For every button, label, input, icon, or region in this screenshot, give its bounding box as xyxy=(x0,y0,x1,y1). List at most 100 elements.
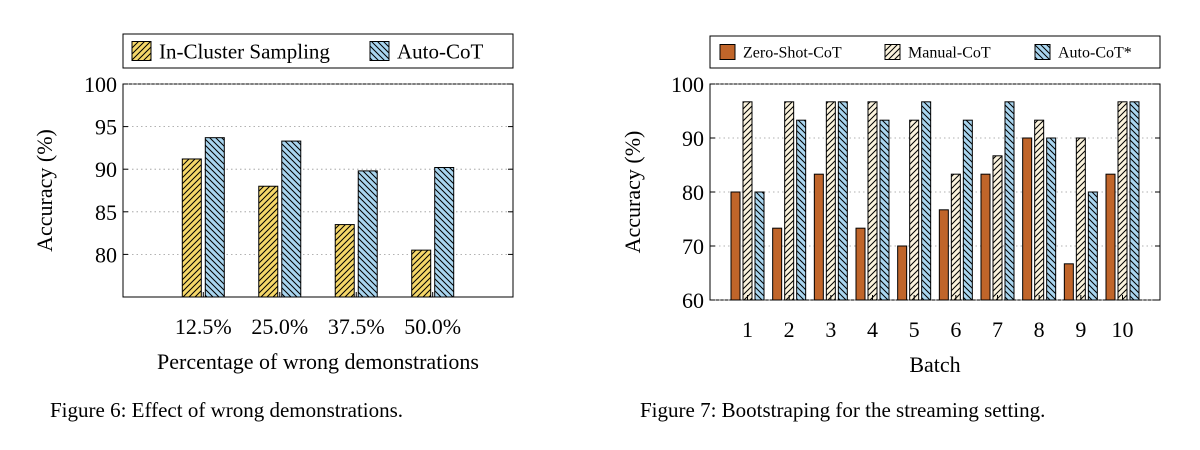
bar-auto-cot-4-outline xyxy=(879,119,890,301)
x-tick-label-9: 9 xyxy=(1075,317,1086,342)
bar-zero-shot-cot-7-outline xyxy=(980,173,991,301)
bar-in-cluster-sampling-12-5-outline xyxy=(181,158,202,298)
bar-auto-cot-1-outline xyxy=(754,191,765,301)
bar-auto-cot-37-5-hatch xyxy=(358,170,378,297)
bar-manual-cot-5-hatch xyxy=(909,120,919,301)
bar-auto-cot-10-hatch xyxy=(1130,101,1139,300)
figure-7-caption: Figure 7: Bootstraping for the streaming… xyxy=(640,398,1046,422)
x-axis-label: Batch xyxy=(909,352,960,377)
y-tick-label-70: 70 xyxy=(682,234,704,259)
x-tick-label-8: 8 xyxy=(1034,317,1045,342)
bar-auto-cot-8-hatch xyxy=(1046,138,1056,300)
bar-manual-cot-3-hatch xyxy=(826,101,836,300)
figure-6-caption: Figure 6: Effect of wrong demonstrations… xyxy=(50,398,404,422)
bar-zero-shot-cot-10-outline xyxy=(1105,173,1116,301)
bar-zero-shot-cot-2-outline xyxy=(772,227,783,301)
legend-swatch-zero-shot-cot-outline xyxy=(719,44,736,60)
bar-manual-cot-8-hatch xyxy=(1034,120,1044,301)
axes-box xyxy=(122,83,514,298)
bar-auto-cot-4-hatch xyxy=(880,120,889,301)
bar-auto-cot-10-outline xyxy=(1129,101,1140,301)
x-tick-label-1: 1 xyxy=(742,317,753,342)
x-tick-label-2: 2 xyxy=(784,317,795,342)
y-axis-label: Accuracy (%) xyxy=(32,129,57,252)
bar-auto-cot-9-hatch xyxy=(1088,192,1098,300)
y-tick-label-60: 60 xyxy=(682,288,704,313)
x-tick-label-10: 10 xyxy=(1112,317,1134,342)
bar-manual-cot-6-hatch xyxy=(951,174,961,300)
x-tick-label-25-0: 25.0% xyxy=(251,314,308,339)
legend-swatch-manual-cot-outline xyxy=(884,44,901,60)
legend-label-manual-cot: Manual-CoT xyxy=(908,45,991,62)
bar-manual-cot-4-hatch xyxy=(868,101,877,300)
bar-zero-shot-cot-4-fill xyxy=(856,228,865,300)
bar-zero-shot-cot-3-outline xyxy=(813,173,824,301)
bar-in-cluster-sampling-50-0-outline xyxy=(411,249,432,298)
bar-manual-cot-1-hatch xyxy=(743,101,752,300)
chart-streaming-bootstrap: 60 70 80 90 100 1 2 3 4 5 6 7 8 9 10 Batch Accuracy (%) Z… xyxy=(620,35,1161,377)
legend-box xyxy=(709,35,1161,69)
bar-manual-cot-10-hatch xyxy=(1118,101,1127,300)
bar-auto-cot-50-0-outline xyxy=(434,166,455,298)
y-tick-label-100: 100 xyxy=(84,72,117,97)
legend: In-Cluster Sampling Auto-CoT xyxy=(122,33,514,69)
bar-zero-shot-cot-8-outline xyxy=(1022,137,1033,301)
bar-auto-cot-7-hatch xyxy=(1005,101,1014,300)
bar-in-cluster-sampling-37-5-outline xyxy=(334,224,355,298)
bar-auto-cot-12-5-hatch xyxy=(205,137,225,297)
y-axis-label: Accuracy (%) xyxy=(620,131,645,254)
bar-auto-cot-1-hatch xyxy=(755,192,764,300)
bar-auto-cot-25-0-outline xyxy=(281,140,302,298)
legend-label-in-cluster-sampling: In-Cluster Sampling xyxy=(159,39,330,63)
x-tick-label-3: 3 xyxy=(825,317,836,342)
legend-box xyxy=(122,33,514,69)
y-tick-label-95: 95 xyxy=(95,115,117,140)
legend-label-auto-cot: Auto-CoT xyxy=(397,39,484,63)
bar-auto-cot-9-outline xyxy=(1087,191,1098,301)
legend-swatch-manual-cot-hatch xyxy=(885,44,900,60)
bar-auto-cot-3-outline xyxy=(837,101,848,301)
bar-zero-shot-cot-7-fill xyxy=(981,174,990,300)
x-tick-label-7: 7 xyxy=(992,317,1003,342)
legend-label-zero-shot-cot: Zero-Shot-CoT xyxy=(743,45,842,62)
y-tick-label-100: 100 xyxy=(671,72,704,97)
legend-swatch-auto-cot-hatch xyxy=(1035,44,1050,60)
bar-zero-shot-cot-5-fill xyxy=(897,246,907,300)
legend-swatch-auto-cot-outline xyxy=(1034,44,1051,60)
bar-auto-cot-6-hatch xyxy=(963,120,973,301)
bar-auto-cot-5-outline xyxy=(921,101,932,301)
legend-label-auto-cot: Auto-CoT* xyxy=(1058,45,1132,62)
bar-zero-shot-cot-8-fill xyxy=(1022,138,1032,300)
legend-swatch-in-cluster-sampling-outline xyxy=(131,41,152,61)
x-tick-label-50-0: 50.0% xyxy=(404,314,461,339)
bar-in-cluster-sampling-50-0-hatch xyxy=(411,250,431,297)
x-tick-label-6: 6 xyxy=(950,317,961,342)
bar-zero-shot-cot-1-outline xyxy=(730,191,741,301)
bar-auto-cot-12-5-outline xyxy=(204,137,225,298)
legend-swatch-zero-shot-cot-fill xyxy=(720,44,735,60)
legend-swatch-in-cluster-sampling-hatch xyxy=(132,41,151,61)
legend-swatch-auto-cot-hatch xyxy=(370,41,389,61)
bar-auto-cot-2-hatch xyxy=(796,120,806,301)
bar-zero-shot-cot-1-fill xyxy=(731,192,740,300)
bar-auto-cot-2-outline xyxy=(796,119,807,301)
bar-in-cluster-sampling-25-0-outline xyxy=(258,185,279,298)
bar-auto-cot-5-hatch xyxy=(921,101,931,300)
bar-manual-cot-7-hatch xyxy=(993,155,1002,300)
bar-zero-shot-cot-9-fill xyxy=(1064,263,1074,300)
bar-manual-cot-2-hatch xyxy=(784,101,794,300)
y-tick-label-80: 80 xyxy=(682,180,704,205)
bar-zero-shot-cot-9-outline xyxy=(1063,263,1074,301)
x-tick-label-5: 5 xyxy=(909,317,920,342)
bar-zero-shot-cot-5-outline xyxy=(897,245,908,301)
bar-auto-cot-25-0-hatch xyxy=(281,141,301,297)
bar-auto-cot-37-5-outline xyxy=(357,170,378,298)
bar-in-cluster-sampling-37-5-hatch xyxy=(335,224,355,297)
bar-auto-cot-50-0-hatch xyxy=(434,167,454,297)
bar-auto-cot-3-hatch xyxy=(838,101,848,300)
bar-zero-shot-cot-6-outline xyxy=(938,209,949,301)
legend-swatch-auto-cot-outline xyxy=(369,41,390,61)
y-tick-label-90: 90 xyxy=(95,157,117,182)
